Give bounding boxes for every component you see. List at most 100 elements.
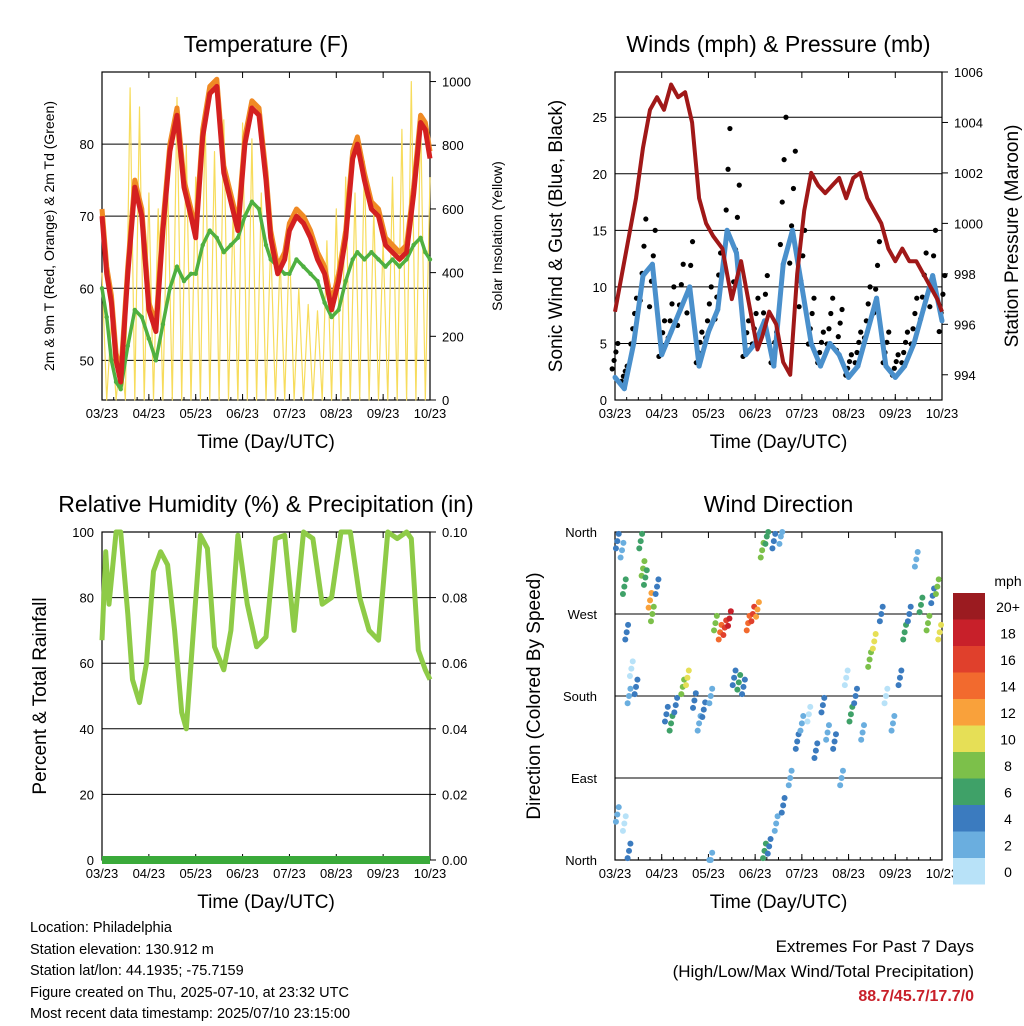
y-right-tick-label: 0.08 <box>442 591 467 606</box>
gust-point <box>886 329 892 335</box>
direction-point <box>901 629 908 636</box>
dewpoint-point <box>181 278 187 284</box>
chart-title: Winds (mph) & Pressure (mb) <box>626 31 930 57</box>
y-tick-label: 80 <box>80 591 94 606</box>
dewpoint-point <box>235 235 241 241</box>
direction-point <box>794 738 801 745</box>
wind-point <box>705 329 711 335</box>
direction-point <box>898 667 905 674</box>
wind-point <box>827 340 833 346</box>
x-tick-label: 05/23 <box>179 866 212 881</box>
x-tick-label: 04/23 <box>133 866 166 881</box>
dewpoint-point <box>242 213 248 219</box>
direction-point <box>805 711 812 718</box>
dewpoint-point <box>132 307 137 313</box>
gust-point <box>688 262 694 269</box>
direction-point <box>776 540 783 547</box>
y-tick-label: East <box>571 771 597 786</box>
gust-point <box>753 310 759 317</box>
gust-point <box>792 148 798 154</box>
direction-point <box>741 676 748 683</box>
direction-point <box>858 736 865 743</box>
wind-point <box>687 284 693 290</box>
direction-point <box>713 612 720 619</box>
gust-point <box>846 358 853 365</box>
colorbar-label: 8 <box>1004 758 1012 774</box>
direction-point <box>792 745 799 752</box>
direction-point <box>740 683 747 690</box>
direction-point <box>881 700 888 707</box>
x-tick-label: 07/23 <box>786 406 819 421</box>
gust-point <box>940 291 946 297</box>
direction-point <box>615 530 622 537</box>
y-right-tick-label: 996 <box>954 317 976 332</box>
gust-point <box>830 295 836 301</box>
wind-point <box>780 261 786 267</box>
dewpoint-point <box>301 264 306 269</box>
gust-point <box>914 295 920 301</box>
direction-point <box>748 618 755 625</box>
direction-point <box>735 679 742 686</box>
direction-point <box>727 608 734 615</box>
direction-point <box>882 693 889 699</box>
y-right-tick-label: 0.10 <box>442 525 467 540</box>
x-tick-label: 08/23 <box>832 866 865 881</box>
y-right-tick-label: 1000 <box>442 75 471 90</box>
x-tick-label: 07/23 <box>786 866 819 881</box>
direction-point <box>788 767 795 774</box>
direction-point <box>694 727 701 734</box>
direction-point <box>772 530 779 537</box>
wind-point <box>733 250 739 256</box>
extremes-summary: Extremes For Past 7 Days (High/Low/Max W… <box>673 934 974 1009</box>
direction-point <box>732 667 739 674</box>
direction-point <box>643 567 650 574</box>
wind-point <box>939 318 945 324</box>
direction-point <box>831 738 838 745</box>
gust-point <box>910 326 916 332</box>
wind-point <box>631 340 637 346</box>
recent-timestamp: Most recent data timestamp: 2025/07/10 2… <box>30 1006 351 1022</box>
y-right-axis-label: Station Pressure (Maroon) <box>1002 125 1023 348</box>
direction-point <box>847 711 854 718</box>
y-right-tick-label: 600 <box>442 202 464 217</box>
x-tick-label: 07/23 <box>273 406 306 421</box>
direction-point <box>626 693 633 699</box>
y-right-tick-label: 1006 <box>954 65 983 80</box>
chart-title: Temperature (F) <box>184 31 349 57</box>
y-tick-label: South <box>563 689 597 704</box>
colorbar-label: 20+ <box>996 599 1020 615</box>
wind-point <box>902 363 908 369</box>
y-axis-label: Direction (Colored By Speed) <box>524 572 545 819</box>
gust-point <box>839 306 845 313</box>
series-line-t2m <box>99 83 433 385</box>
direction-point <box>932 590 939 597</box>
y-right-tick-label: 1000 <box>954 216 983 231</box>
y-tick-label: 0 <box>87 853 94 868</box>
colorbar-label: 18 <box>1000 626 1016 642</box>
x-tick-label: 06/23 <box>226 866 259 881</box>
dewpoint-point <box>160 322 166 327</box>
direction-point <box>824 729 831 736</box>
wind-point <box>883 363 889 369</box>
direction-point <box>814 740 821 747</box>
panel-direction <box>614 531 943 861</box>
colorbar-label: 14 <box>1000 679 1016 695</box>
wind-point <box>612 374 618 380</box>
gust-point <box>884 339 890 345</box>
x-tick-label: 10/23 <box>926 406 959 421</box>
station-info: Location: Philadelphia Station elevation… <box>30 918 350 1026</box>
colorbar-swatch <box>953 699 985 726</box>
gust-point <box>867 284 873 290</box>
direction-point <box>928 600 935 607</box>
direction-point <box>625 621 632 628</box>
direction-point <box>879 603 886 610</box>
direction-point <box>663 711 670 718</box>
direction-point <box>640 581 647 588</box>
direction-point <box>936 629 943 636</box>
x-tick-label: 06/23 <box>226 406 259 421</box>
x-tick-label: 08/23 <box>320 866 353 881</box>
gust-point <box>641 243 647 249</box>
dewpoint-point <box>256 206 262 212</box>
wind-point <box>808 340 814 346</box>
